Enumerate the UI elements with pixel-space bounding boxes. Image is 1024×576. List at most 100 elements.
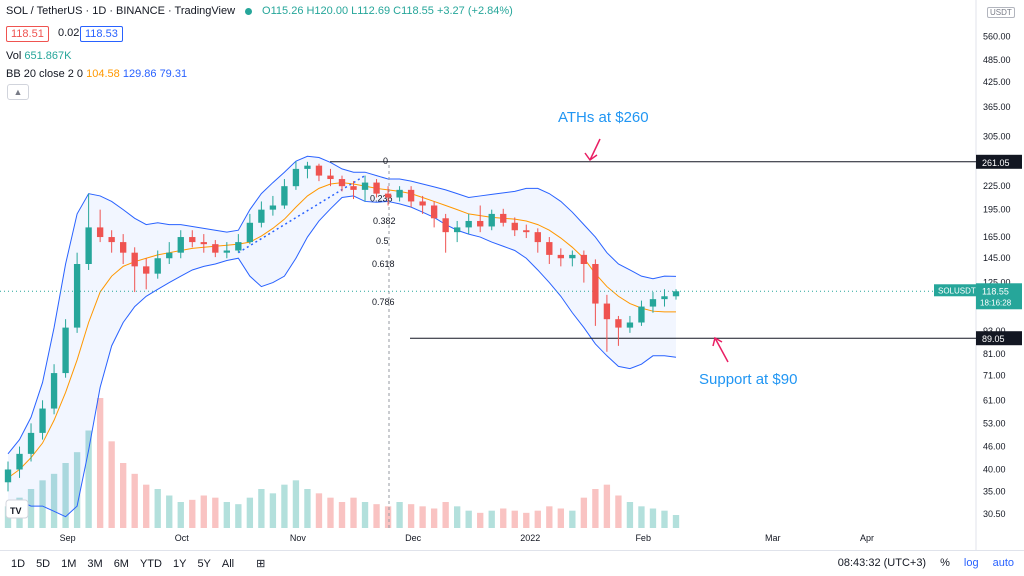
x-tick-label: Nov <box>290 533 307 543</box>
y-tick-label: 145.00 <box>983 253 1011 263</box>
bb-label: BB 20 close 2 0 <box>6 68 84 80</box>
volume-bar <box>269 493 277 528</box>
volume-bar <box>373 504 380 528</box>
volume-bar <box>430 508 438 528</box>
candle-body <box>200 242 207 245</box>
volume-bar <box>384 506 392 528</box>
y-tick-label: 53.00 <box>983 418 1006 428</box>
candle-body <box>523 230 530 233</box>
arrow-head-icon <box>712 336 723 347</box>
annotation-ath: ATHs at $260 <box>558 109 649 126</box>
volume-bar <box>39 480 46 528</box>
volume-bar <box>603 484 611 528</box>
candle-body <box>315 165 323 176</box>
clock-readout[interactable]: 08:43:32 (UTC+3) <box>837 557 927 569</box>
candle-body <box>465 220 472 228</box>
timeframe-3m[interactable]: 3M <box>87 557 103 570</box>
volume-bar <box>304 489 311 528</box>
volume-bar <box>407 504 415 528</box>
volume-bar <box>166 495 173 528</box>
horizontal-level-tag <box>976 154 1022 169</box>
y-tick-label: 125.00 <box>983 278 1011 288</box>
candle-body <box>419 201 426 206</box>
y-tick-label: 365.00 <box>983 102 1011 112</box>
bollinger-indicator-legend[interactable]: BB 20 close 2 0 104.58 129.86 79.31 <box>6 68 187 80</box>
volume-bar <box>62 463 69 528</box>
bollinger-fill <box>8 156 676 517</box>
chevron-up-icon: ▲ <box>13 87 23 97</box>
timeframe-1d[interactable]: 1D <box>11 557 26 570</box>
volume-bar <box>419 506 426 528</box>
volume-bar <box>626 502 634 528</box>
currency-badge[interactable]: USDT <box>987 7 1015 18</box>
volume-bar <box>327 497 334 528</box>
candle-body <box>189 237 196 243</box>
volume-bar <box>96 398 104 528</box>
y-tick-label: 71.00 <box>983 370 1006 380</box>
collapse-legend-button[interactable]: ▲ <box>7 84 29 100</box>
volume-bar <box>120 463 127 528</box>
timeframe-6m[interactable]: 6M <box>113 557 129 570</box>
candle-body <box>246 222 254 243</box>
volume-bar <box>361 502 369 528</box>
volume-bar <box>189 499 196 528</box>
candle-body <box>4 469 12 483</box>
fib-level-label: 0.5 <box>376 236 389 246</box>
candle-body <box>223 250 230 253</box>
plot-area[interactable] <box>0 0 976 528</box>
volume-bar <box>557 508 564 528</box>
volume-bar <box>235 504 242 528</box>
volume-bar <box>350 497 357 528</box>
log-scale-toggle[interactable]: log <box>963 557 979 569</box>
y-tick-label: 81.00 <box>983 349 1006 359</box>
bb-upper-value: 129.86 <box>122 68 157 80</box>
timeframe-1y[interactable]: 1Y <box>172 557 187 570</box>
volume-bar <box>477 512 484 528</box>
y-tick-label: 61.00 <box>983 395 1006 405</box>
volume-bar <box>27 489 35 528</box>
candle-body <box>292 168 300 187</box>
volume-bar <box>315 493 323 528</box>
market-status-icon <box>245 7 253 15</box>
volume-bar <box>131 473 138 528</box>
symbol-title[interactable]: SOL / TetherUS · 1D · BINANCE · TradingV… <box>6 5 236 17</box>
timeframe-5y[interactable]: 5Y <box>197 557 211 570</box>
sell-price-button[interactable]: 118.51 <box>6 26 49 42</box>
volume-bar <box>661 510 668 528</box>
bb-lower-value: 79.31 <box>159 68 188 80</box>
volume-bar <box>223 502 230 528</box>
timeframe-all[interactable]: All <box>221 557 235 570</box>
volume-bar <box>338 502 346 528</box>
timeframe-1m[interactable]: 1M <box>61 557 77 570</box>
percent-scale-toggle[interactable]: % <box>940 557 950 569</box>
candle-body <box>580 254 588 264</box>
auto-scale-toggle[interactable]: auto <box>992 557 1014 569</box>
volume-bar <box>672 515 680 528</box>
volume-bar <box>615 495 622 528</box>
arrow-head-icon <box>584 152 598 162</box>
horizontal-level-tag <box>976 331 1022 346</box>
bb-basis-value: 104.58 <box>86 68 120 80</box>
volume-bar <box>523 512 530 528</box>
volume-bar <box>50 473 58 528</box>
candle-body <box>672 291 680 297</box>
x-tick-label: Oct <box>175 533 190 543</box>
candle-body <box>258 209 265 223</box>
candle-body <box>235 242 242 251</box>
spread-value: 0.02 <box>58 27 80 39</box>
tradingview-logo[interactable] <box>5 499 29 519</box>
buy-price-button[interactable]: 118.53 <box>80 26 123 42</box>
volume-bar <box>465 510 472 528</box>
volume-indicator-legend[interactable]: Vol 651.867K <box>6 50 71 62</box>
go-to-date-icon[interactable]: ⊞ <box>256 558 266 570</box>
candle-body <box>511 222 518 231</box>
candle-body <box>592 264 599 304</box>
volume-bar <box>212 497 219 528</box>
volume-bar <box>546 506 553 528</box>
candle-body <box>500 213 507 223</box>
timeframe-5d[interactable]: 5D <box>36 557 51 570</box>
candle-body <box>177 237 184 253</box>
candle-body <box>546 242 553 255</box>
timeframe-ytd[interactable]: YTD <box>139 557 162 570</box>
